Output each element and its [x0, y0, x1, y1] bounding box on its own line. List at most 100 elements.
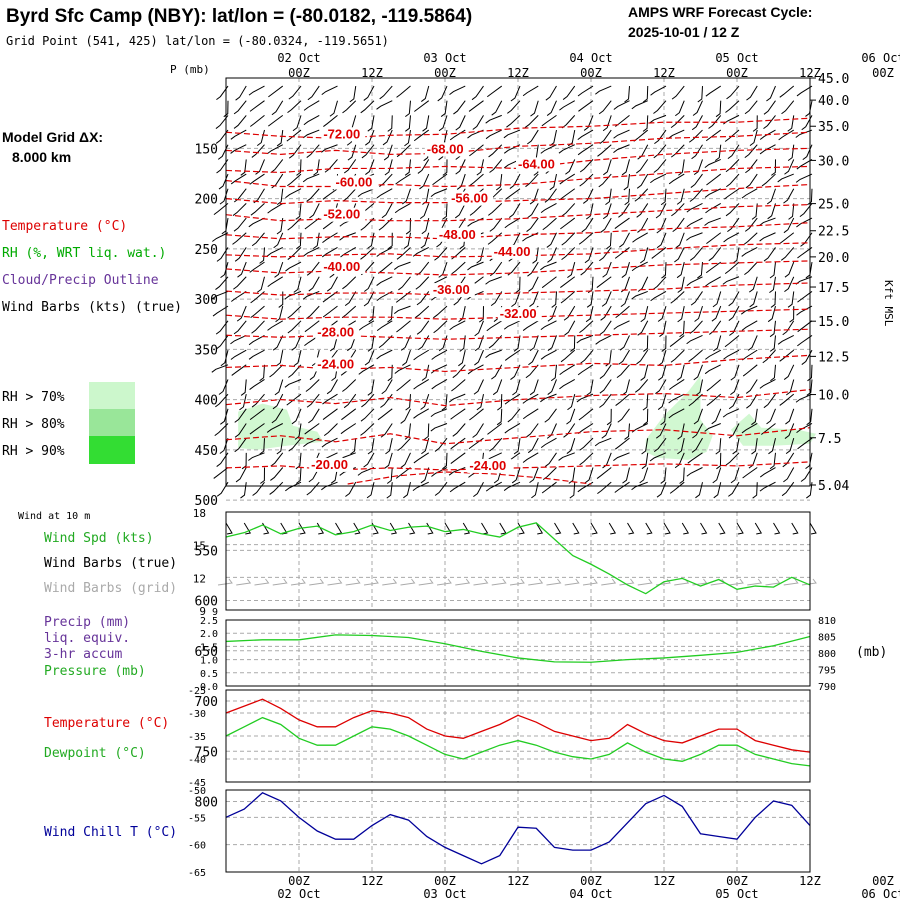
wind-barb	[324, 159, 338, 173]
wind-barb	[395, 467, 411, 479]
cross-section-panel: 150 200 250 300 350 400 450 500 550 600 650 700 750 8…	[195, 72, 850, 811]
wind-barb	[540, 393, 557, 403]
wind-barb	[767, 305, 776, 323]
top-hour-label: 00Z	[580, 66, 602, 80]
wind-barb	[585, 203, 594, 220]
wind-barb	[416, 320, 430, 335]
wind-barb	[296, 232, 302, 250]
wind-barb	[357, 188, 375, 198]
wind-barb	[706, 393, 722, 406]
wind-barb	[613, 129, 630, 139]
wind-barb	[744, 100, 758, 115]
temperature-contour	[225, 328, 811, 340]
wind-barb	[304, 217, 320, 230]
wind-barb	[511, 467, 521, 484]
wind-barb	[732, 438, 740, 455]
wind-barb	[296, 159, 302, 176]
wind-barb	[656, 217, 667, 234]
chill-tick-label: -65	[188, 868, 206, 879]
wind-barb-true	[426, 522, 434, 535]
wind-barb	[788, 203, 795, 220]
legend-rh80-swatch	[89, 409, 135, 436]
wind-barb-true	[462, 522, 471, 535]
wind-barb	[416, 291, 430, 306]
wind-barb	[511, 291, 521, 308]
wind-barb	[368, 306, 375, 323]
wind-barb	[469, 408, 484, 421]
wind-barb	[237, 261, 247, 278]
wind-barb	[442, 452, 448, 470]
wind-barb	[550, 364, 557, 382]
wind-barb	[727, 144, 740, 160]
wind-barb	[677, 276, 685, 293]
pressure-line	[225, 634, 811, 663]
wind-barb	[713, 482, 722, 499]
wind-barb	[585, 306, 594, 323]
wind-barb	[549, 173, 557, 191]
wind-barb-grid	[637, 578, 653, 586]
bottom-date-label: 03 Oct	[423, 887, 466, 900]
temperature-contour	[225, 204, 811, 222]
wind-barb	[216, 335, 229, 350]
wind-barb	[259, 364, 265, 382]
wind-barb	[559, 379, 575, 390]
bottom-date-label: 05 Oct	[715, 887, 758, 900]
wind-barb	[760, 423, 776, 435]
wind-barb	[655, 203, 667, 219]
wind-barb	[453, 100, 466, 115]
top-date-label: 06 Oct	[861, 51, 900, 65]
wind-barb	[360, 217, 375, 231]
wind-barb	[639, 467, 649, 484]
wind-barb	[705, 261, 722, 274]
wind-tick-label: 18	[193, 507, 206, 520]
wind-barb	[676, 261, 685, 279]
temperature-contour	[225, 308, 811, 320]
wind-barb	[346, 335, 357, 352]
wind-barb	[322, 305, 338, 318]
wind-barb	[726, 85, 740, 100]
wind-barb-true	[681, 522, 690, 535]
wind-barb	[650, 291, 667, 302]
temperature-contour-label: -20.00	[311, 457, 348, 472]
wind-barb	[255, 159, 265, 175]
wind-barb	[653, 100, 667, 114]
wind-barb	[566, 438, 576, 454]
wind-barb	[620, 291, 630, 308]
wind-barb	[449, 320, 466, 331]
temperature-contour	[225, 388, 811, 407]
wind-barb	[458, 306, 466, 323]
wind-barb	[778, 129, 795, 141]
wind-barb	[727, 217, 740, 233]
wind-barb	[270, 452, 284, 467]
wind-barb	[712, 291, 722, 308]
wind-barb	[566, 408, 576, 425]
wind-barb	[730, 364, 740, 381]
wind-barb	[377, 261, 393, 274]
wind-barb	[565, 159, 576, 175]
wind-barb	[322, 232, 338, 243]
wind-barb	[249, 100, 265, 112]
wind-barb	[383, 144, 393, 161]
wind-barb	[396, 247, 411, 260]
wind-barb	[251, 144, 265, 158]
wind-barb	[293, 350, 302, 367]
wind-barb	[732, 247, 740, 264]
wind-barb	[248, 85, 265, 96]
wind-barb	[528, 276, 539, 292]
precip-accum-label: 3-hr accum	[44, 647, 122, 662]
wind-barb	[240, 482, 247, 499]
wind-barb	[783, 217, 795, 234]
wind-barb	[744, 261, 758, 276]
wind-barb	[730, 467, 740, 484]
wind-barb	[420, 232, 430, 249]
wind-barb	[218, 173, 229, 190]
wind-barb	[578, 100, 594, 112]
wind-barb	[386, 482, 393, 499]
wind-barb	[235, 85, 247, 101]
wind-barb	[631, 290, 648, 300]
wind-barb	[266, 246, 283, 257]
wind-barb	[212, 305, 229, 317]
wind-barb	[350, 438, 357, 455]
wind-barb	[579, 159, 594, 173]
wind-barb	[468, 437, 484, 450]
